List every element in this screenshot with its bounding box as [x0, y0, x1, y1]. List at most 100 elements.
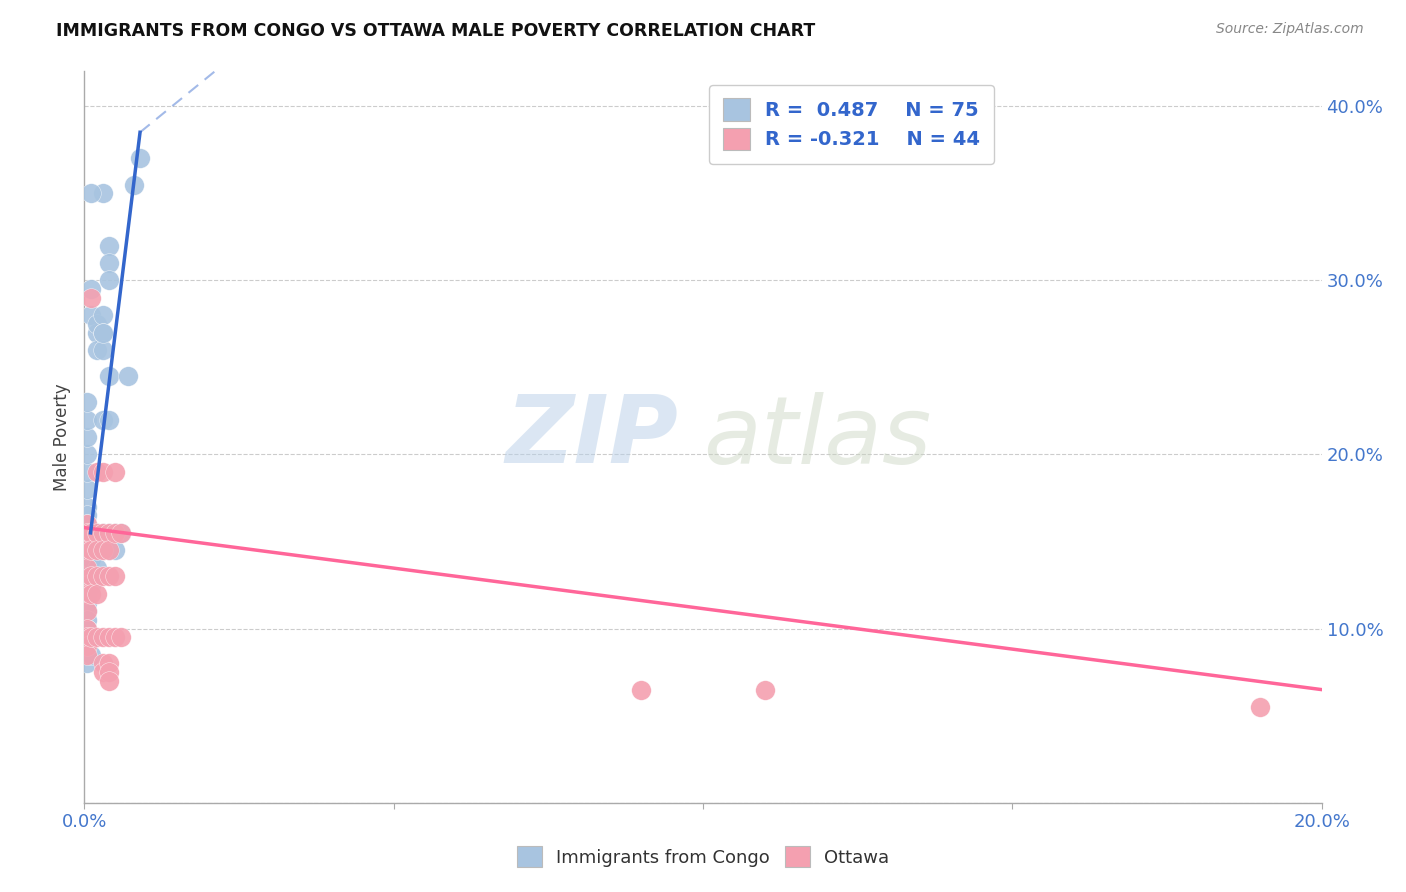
Point [76, 622, 98, 636]
Point [98, 273, 121, 287]
Point [76, 525, 98, 540]
Point [79, 525, 101, 540]
Point [76, 483, 98, 497]
Point [91, 465, 114, 479]
Point [98, 569, 121, 583]
Point [79, 282, 101, 296]
Point [91, 412, 114, 426]
Point [76, 448, 98, 462]
Point [76, 622, 98, 636]
Point [86, 525, 108, 540]
Point [110, 631, 132, 645]
Text: IMMIGRANTS FROM CONGO VS OTTAWA MALE POVERTY CORRELATION CHART: IMMIGRANTS FROM CONGO VS OTTAWA MALE POV… [56, 22, 815, 40]
Point [76, 631, 98, 645]
Point [76, 578, 98, 592]
Point [76, 560, 98, 574]
Point [76, 639, 98, 653]
Point [76, 430, 98, 444]
Point [76, 631, 98, 645]
Point [122, 178, 145, 192]
Point [91, 308, 114, 322]
Point [98, 543, 121, 558]
Point [98, 525, 121, 540]
Point [98, 665, 121, 680]
Point [76, 517, 98, 532]
Point [98, 369, 121, 384]
Point [86, 343, 108, 357]
Point [104, 525, 127, 540]
Point [76, 508, 98, 523]
Point [91, 343, 114, 357]
Point [76, 465, 98, 479]
Point [79, 569, 101, 583]
Point [76, 500, 98, 514]
Point [91, 326, 114, 340]
Point [86, 525, 108, 540]
Point [76, 569, 98, 583]
Point [110, 525, 132, 540]
Point [104, 631, 127, 645]
Point [79, 648, 101, 662]
Point [86, 543, 108, 558]
Point [76, 587, 98, 601]
Point [86, 326, 108, 340]
Point [91, 569, 114, 583]
Point [117, 369, 139, 384]
Point [104, 569, 127, 583]
Point [79, 543, 101, 558]
Point [98, 657, 121, 671]
Point [76, 657, 98, 671]
Point [76, 604, 98, 618]
Point [76, 587, 98, 601]
Point [98, 412, 121, 426]
Text: ZIP: ZIP [505, 391, 678, 483]
Point [91, 543, 114, 558]
Point [98, 256, 121, 270]
Point [79, 525, 101, 540]
Point [79, 631, 101, 645]
Point [76, 525, 98, 540]
Point [76, 578, 98, 592]
Point [630, 682, 652, 697]
Point [104, 543, 127, 558]
Point [76, 534, 98, 549]
Point [76, 639, 98, 653]
Legend: Immigrants from Congo, Ottawa: Immigrants from Congo, Ottawa [509, 839, 897, 874]
Point [754, 682, 776, 697]
Point [98, 238, 121, 252]
Point [79, 587, 101, 601]
Point [86, 465, 108, 479]
Point [86, 317, 108, 331]
Point [91, 631, 114, 645]
Point [86, 587, 108, 601]
Point [1249, 700, 1271, 714]
Point [86, 543, 108, 558]
Point [79, 631, 101, 645]
Point [110, 525, 132, 540]
Point [98, 525, 121, 540]
Point [86, 560, 108, 574]
Point [91, 525, 114, 540]
Point [104, 465, 127, 479]
Point [91, 543, 114, 558]
Point [86, 631, 108, 645]
Point [91, 525, 114, 540]
Point [79, 578, 101, 592]
Point [76, 604, 98, 618]
Point [98, 631, 121, 645]
Point [91, 665, 114, 680]
Point [76, 412, 98, 426]
Point [91, 326, 114, 340]
Text: Source: ZipAtlas.com: Source: ZipAtlas.com [1216, 22, 1364, 37]
Point [98, 673, 121, 688]
Point [76, 648, 98, 662]
Point [129, 152, 152, 166]
Point [76, 543, 98, 558]
Point [98, 543, 121, 558]
Point [79, 308, 101, 322]
Point [104, 525, 127, 540]
Y-axis label: Male Poverty: Male Poverty [53, 384, 72, 491]
Point [79, 552, 101, 566]
Point [79, 291, 101, 305]
Point [91, 186, 114, 201]
